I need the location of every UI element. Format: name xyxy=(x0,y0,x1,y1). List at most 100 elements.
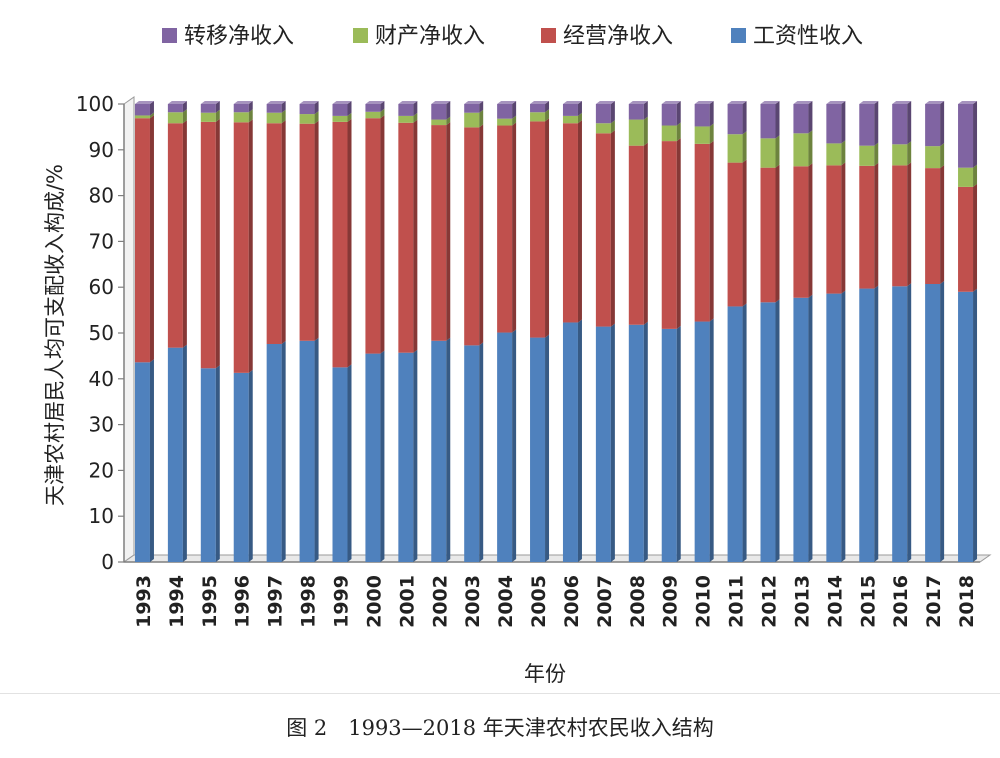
bar-segment xyxy=(826,165,842,294)
bar-segment-side xyxy=(149,101,154,116)
bar-segment xyxy=(299,104,315,115)
y-tick-label: 70 xyxy=(89,229,114,253)
bar-stack-2016 xyxy=(892,101,912,562)
bar-segment-side xyxy=(907,101,912,145)
bar-segment-side xyxy=(248,119,253,373)
bar-segment-side xyxy=(281,101,286,113)
bar-segment xyxy=(760,302,776,562)
bar-segment xyxy=(398,122,414,353)
bar-stack-2004 xyxy=(497,101,517,562)
bar-segment xyxy=(694,104,710,127)
y-tick-label: 30 xyxy=(89,413,114,437)
x-tick-label: 1993 xyxy=(133,575,155,628)
bar-segment xyxy=(892,286,908,562)
bar-segment xyxy=(628,119,644,146)
bar-segment xyxy=(464,104,480,113)
bar-segment xyxy=(892,165,908,287)
x-tick-label: 1994 xyxy=(166,575,188,628)
bar-segment-top xyxy=(233,101,253,104)
legend-swatch xyxy=(353,28,368,43)
bar-segment xyxy=(497,332,513,562)
bar-segment-side xyxy=(973,101,978,168)
bar-segment xyxy=(661,141,677,329)
bar-segment-side xyxy=(545,101,550,113)
bar-segment xyxy=(431,340,447,562)
bar-segment-side xyxy=(709,123,714,144)
x-tick-label: 2010 xyxy=(693,575,715,628)
bar-segment-side xyxy=(248,109,253,123)
bar-segment xyxy=(464,127,480,346)
bar-segment-side xyxy=(775,164,780,303)
bar-segment-side xyxy=(742,303,747,562)
y-axis-label: 天津农村居民人均可支配收入构成/% xyxy=(43,164,67,506)
bar-segment xyxy=(431,104,447,120)
bar-segment-side xyxy=(380,101,385,112)
bar-segment-side xyxy=(182,344,187,562)
bar-segment xyxy=(497,104,513,119)
bar-segment-side xyxy=(215,118,220,369)
bar-segment xyxy=(925,168,941,284)
bar-segment xyxy=(892,104,908,145)
bar-segment-side xyxy=(446,116,451,126)
bar-segment xyxy=(727,306,743,562)
bar-segment-side xyxy=(874,101,879,146)
bar-segment-side xyxy=(841,290,846,562)
bar-segment xyxy=(530,121,546,338)
bar-stack-2012 xyxy=(760,101,780,562)
bar-stack-2007 xyxy=(595,101,615,562)
bar-segment-side xyxy=(643,101,648,120)
bar-segment xyxy=(925,104,941,147)
bar-segment xyxy=(266,343,282,562)
bar-segment-top xyxy=(628,101,648,104)
bar-segment xyxy=(530,104,546,113)
x-tick-label: 1998 xyxy=(298,575,320,628)
bar-segment-side xyxy=(940,280,945,562)
bar-segment xyxy=(299,123,315,341)
bar-segment xyxy=(958,186,974,292)
bar-segment xyxy=(299,340,315,562)
bar-segment-side xyxy=(940,143,945,169)
bar-stack-2002 xyxy=(431,101,451,562)
bar-segment-side xyxy=(874,162,879,289)
bar-segment-side xyxy=(775,101,780,139)
bar-segment xyxy=(266,123,282,344)
bar-segment-side xyxy=(413,119,418,353)
bar-segment-top xyxy=(167,101,187,104)
bar-segment-side xyxy=(380,115,385,354)
bar-segment-side xyxy=(413,101,418,116)
bar-stack-2005 xyxy=(530,101,550,562)
bar-segment-top xyxy=(859,101,879,104)
x-tick-label: 2006 xyxy=(561,575,583,628)
y-tick-label: 40 xyxy=(89,367,114,391)
bar-segment xyxy=(464,112,480,128)
bar-segment-top xyxy=(892,101,912,104)
bar-segment xyxy=(530,337,546,562)
bar-segment-side xyxy=(610,120,615,134)
bar-segment-side xyxy=(808,101,813,134)
bar-segment-side xyxy=(907,283,912,562)
bar-segment-side xyxy=(973,183,978,292)
bar-stack-1996 xyxy=(233,101,253,562)
bar-segment xyxy=(332,104,348,116)
bar-segment xyxy=(299,114,315,124)
bar-segment-top xyxy=(925,101,945,104)
bar-stack-2009 xyxy=(661,101,681,562)
bar-segment-side xyxy=(380,108,385,119)
bar-stack-1995 xyxy=(200,101,220,562)
legend-label: 财产净收入 xyxy=(375,24,485,49)
bar-segment-side xyxy=(347,101,352,116)
bar-segment-side xyxy=(676,122,681,142)
bar-segment xyxy=(562,104,578,116)
bar-segment xyxy=(760,167,776,303)
bar-stack-2010 xyxy=(694,101,714,562)
bar-segment xyxy=(892,144,908,166)
bar-segment-side xyxy=(940,165,945,284)
bar-segment xyxy=(233,104,249,113)
x-tick-label: 2009 xyxy=(660,575,682,628)
bar-segment xyxy=(530,112,546,122)
bar-segment-side xyxy=(709,140,714,322)
bar-segment xyxy=(760,104,776,139)
bar-segment xyxy=(859,288,875,562)
bar-segment-side xyxy=(314,337,319,562)
bar-segment-side xyxy=(281,109,286,124)
